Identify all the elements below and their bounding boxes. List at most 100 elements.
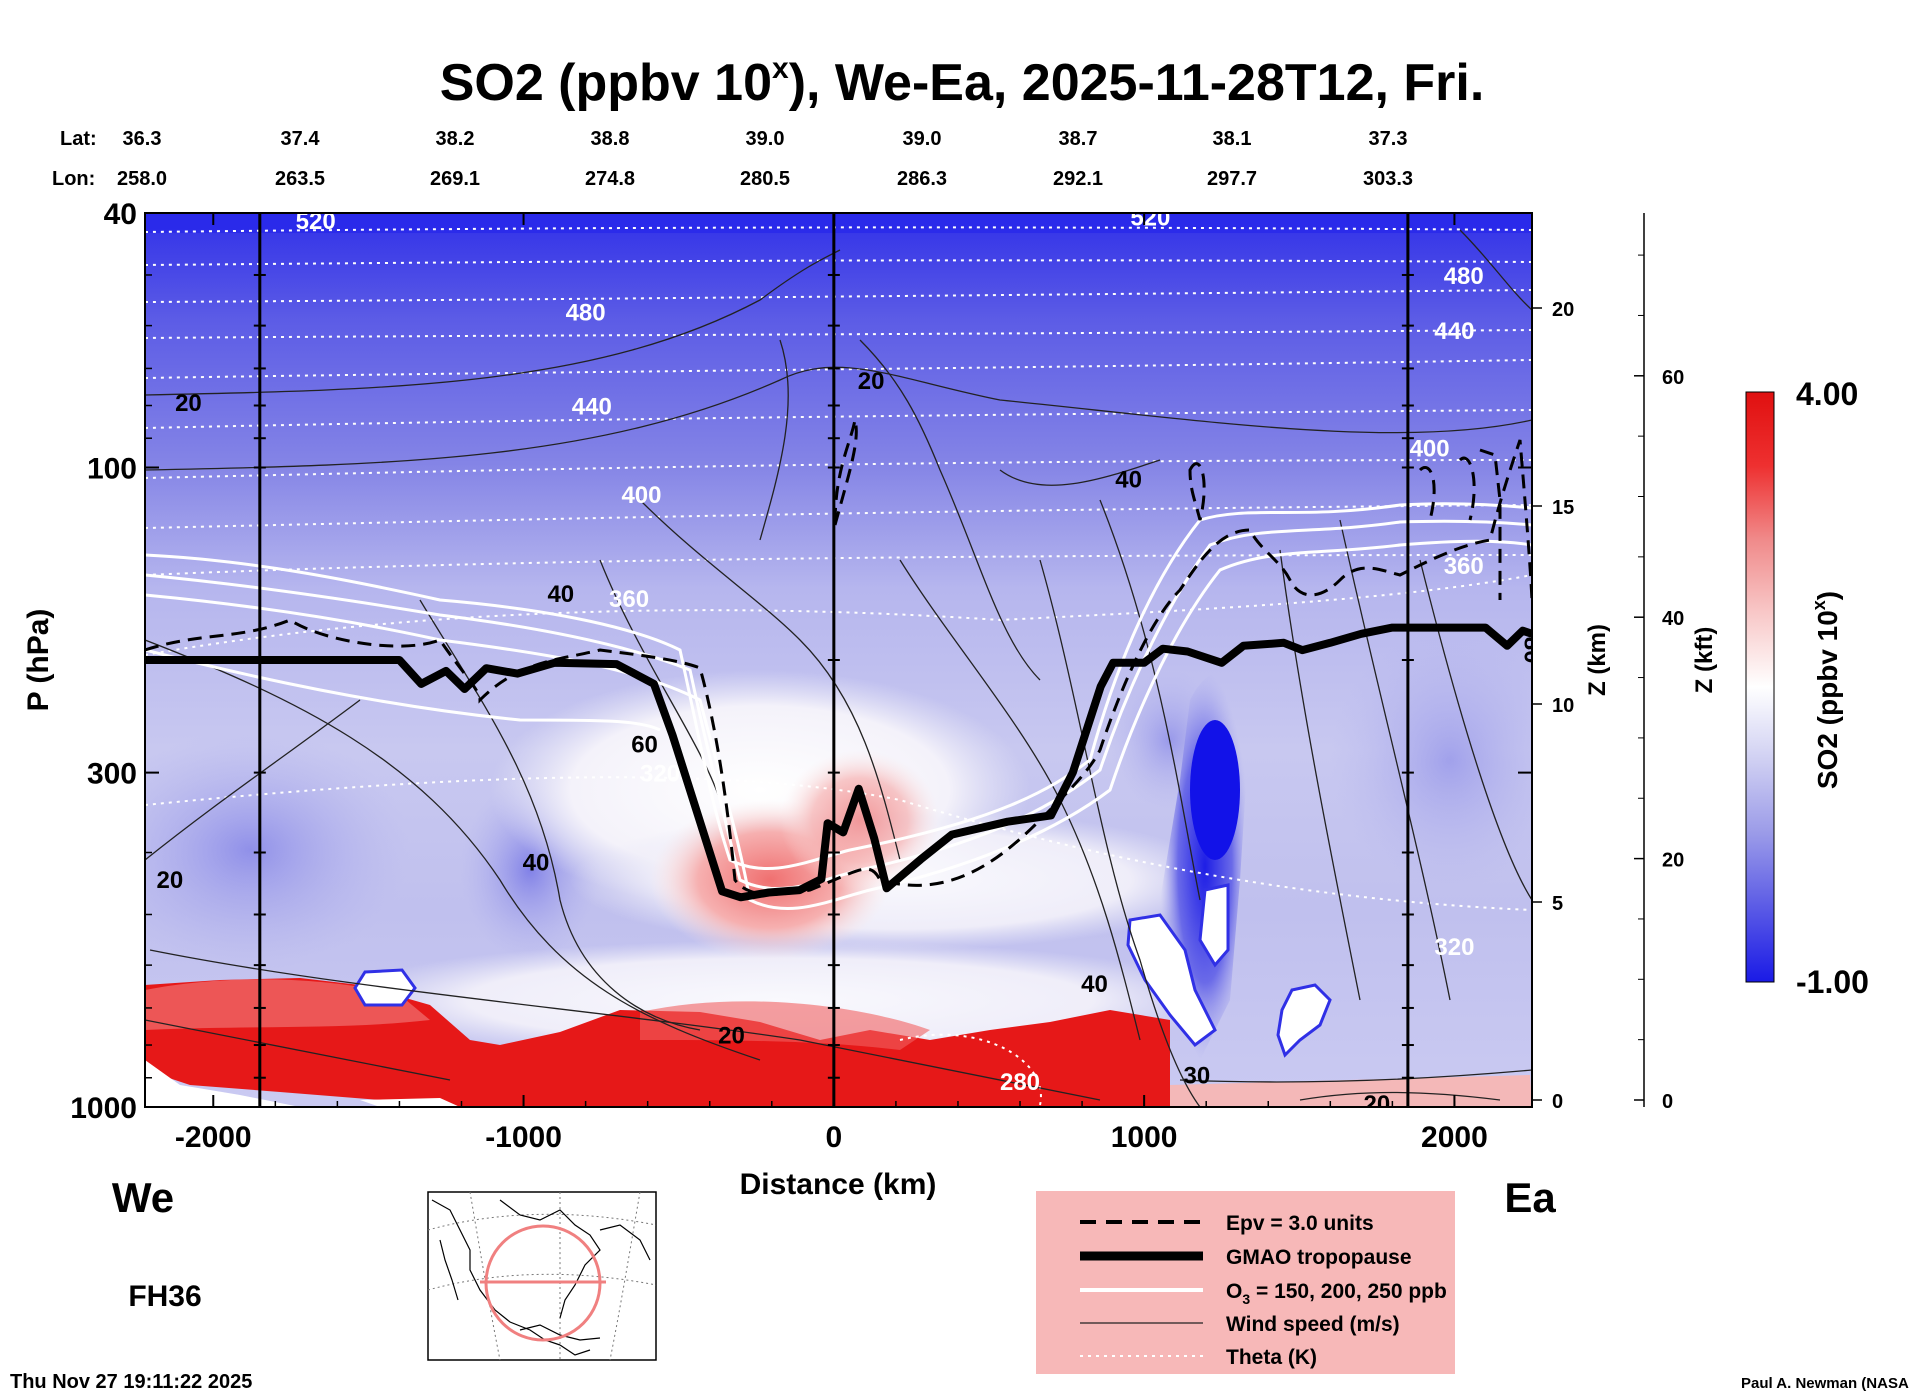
lat-value: 36.3: [123, 128, 162, 150]
lon-value: 292.1: [1053, 168, 1103, 190]
chart-title: SO2 (ppbv 10x), We-Ea, 2025-11-28T12, Fr…: [440, 52, 1485, 112]
lat-lon-header: 36.3 37.4 38.2 38.8 39.0 39.0 38.7 38.1 37.3 258.…: [117, 128, 1413, 190]
z-kft-tick-label: 0: [1662, 1091, 1673, 1113]
lat-value: 37.3: [1369, 128, 1408, 150]
lon-label: Lon:: [52, 168, 95, 190]
lon-value: 263.5: [275, 168, 325, 190]
legend-label: GMAO tropopause: [1226, 1246, 1412, 1269]
z-km-tick-label: 5: [1552, 893, 1563, 915]
wind-label: 20: [718, 1022, 745, 1049]
z-km-tick-label: 10: [1552, 695, 1574, 717]
legend-label: Wind speed (m/s): [1226, 1313, 1400, 1336]
legend-label: Theta (K): [1226, 1346, 1317, 1369]
lat-value: 38.1: [1213, 128, 1252, 150]
wind-label: 20: [1364, 1091, 1391, 1118]
theta-label: 400: [1410, 435, 1450, 462]
colorbar-min: -1.00: [1796, 964, 1869, 1000]
theta-labels: 520 520 480 480 440 440 400 400 360 360 320 320 280: [296, 204, 1484, 1096]
lat-label: Lat:: [60, 128, 97, 150]
theta-label: 520: [1130, 204, 1170, 231]
x-axis: -2000 -1000 0 1000 2000: [175, 213, 1488, 1154]
lon-value: 258.0: [117, 168, 167, 190]
theta-label: 360: [609, 586, 649, 613]
inset-coastlines: [431, 1199, 651, 1356]
lat-value: 39.0: [746, 128, 785, 150]
tropopause-label: 80: [1518, 637, 1545, 664]
colorbar: [1745, 391, 1775, 983]
theta-label: 400: [621, 482, 661, 509]
z-km-label: Z (km): [1584, 624, 1611, 696]
wind-label: 40: [523, 849, 550, 876]
x-tick-label: 0: [826, 1121, 843, 1154]
wind-labels: 80 20 20 40 40 60 40 20 40 20 30 20: [156, 368, 1545, 1118]
y-tick-label: 300: [87, 758, 137, 791]
lon-value: 286.3: [897, 168, 947, 190]
z-kft-tick-label: 60: [1662, 367, 1684, 389]
wind-label: 40: [1081, 971, 1108, 998]
inset-map: [427, 1191, 657, 1361]
lat-value: 37.4: [281, 128, 321, 150]
lon-value: 274.8: [585, 168, 635, 190]
west-end-label: We: [112, 1174, 174, 1221]
z-km-tick-label: 15: [1552, 497, 1574, 519]
theta-label: 520: [296, 208, 336, 235]
theta-label: 360: [1444, 553, 1484, 580]
y-axis-label: P (hPa): [22, 609, 55, 712]
wind-label: 40: [547, 581, 574, 608]
legend: Epv = 3.0 units GMAO tropopause O3 = 150, …: [1036, 1191, 1455, 1374]
wind-label: 20: [858, 368, 885, 395]
credit: Paul A. Newman (NASA: [1741, 1375, 1909, 1392]
x-tick-label: -1000: [485, 1121, 562, 1154]
z-kft-axis: 0 20 40 60: [1634, 213, 1684, 1113]
theta-contours: [145, 226, 1532, 1106]
wind-label: 60: [631, 731, 658, 758]
masked-region-3: [1198, 883, 1230, 968]
colorbar-label: SO2 (ppbv 10x): [1809, 591, 1843, 789]
z-km-tick-label: 0: [1552, 1091, 1563, 1113]
z-km-tick-label: 20: [1552, 299, 1574, 321]
x-axis-label: Distance (km): [740, 1168, 937, 1201]
masked-region-4: [1276, 983, 1332, 1058]
timestamp: Thu Nov 27 19:11:22 2025: [10, 1371, 252, 1393]
epv-contours: [145, 419, 1532, 896]
z-km-axis: 0 5 10 15 20: [1532, 299, 1574, 1113]
x-tick-label: 2000: [1421, 1121, 1488, 1154]
lon-value: 303.3: [1363, 168, 1413, 190]
lon-value: 269.1: [430, 168, 480, 190]
theta-label: 280: [1000, 1069, 1040, 1096]
legend-label: Epv = 3.0 units: [1226, 1212, 1374, 1235]
x-tick-label: -2000: [175, 1121, 252, 1154]
wind-label: 40: [1115, 466, 1142, 493]
plot-area: 520 520480480440440400400360360320320280 …: [145, 204, 1545, 1118]
theta-label: 440: [572, 394, 612, 421]
section-lines: [253, 213, 1414, 1107]
theta-label: 480: [566, 299, 606, 326]
lat-value: 38.7: [1059, 128, 1098, 150]
theta-label: 320: [640, 761, 680, 788]
ozone-contours: [145, 502, 1532, 911]
z-kft-tick-label: 20: [1662, 850, 1684, 872]
gmao-tropopause: [145, 623, 1532, 902]
x-tick-label: 1000: [1111, 1121, 1178, 1154]
y-tick-label: 40: [104, 198, 137, 231]
z-kft-label: Z (kft): [1691, 627, 1718, 694]
y-axis: 40 100 300 1000: [70, 198, 1532, 1125]
lon-value: 297.7: [1207, 168, 1257, 190]
z-kft-tick-label: 40: [1662, 608, 1684, 630]
legend-box: [1036, 1191, 1455, 1374]
legend-label: O3 = 150, 200, 250 ppb: [1226, 1280, 1447, 1307]
wind-label: 20: [175, 390, 202, 417]
theta-label: 440: [1434, 318, 1474, 345]
masked-region-2: [1126, 913, 1217, 1048]
wind-label: 20: [156, 867, 183, 894]
lat-value: 39.0: [903, 128, 942, 150]
y-tick-label: 100: [87, 452, 137, 485]
lat-value: 38.2: [436, 128, 475, 150]
forecast-hour: FH36: [128, 1280, 201, 1313]
theta-label: 480: [1444, 263, 1484, 290]
wind-speed-contours: [145, 229, 1532, 1107]
wind-label: 30: [1184, 1063, 1211, 1090]
y-tick-label: 1000: [70, 1092, 137, 1125]
theta-label: 320: [1434, 934, 1474, 961]
